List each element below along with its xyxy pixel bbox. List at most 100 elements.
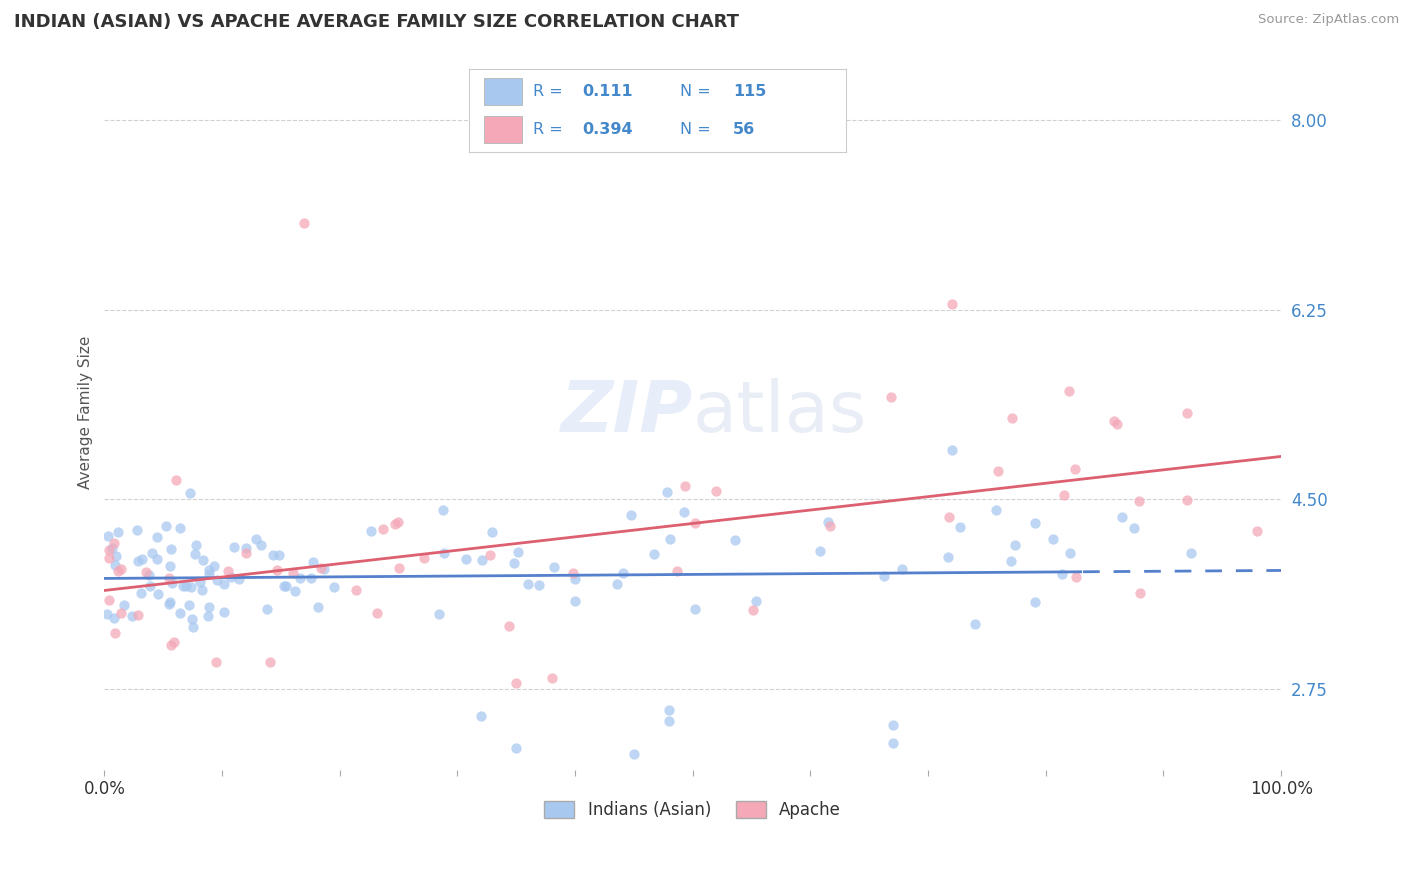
Point: [1050, 567, 1073, 582]
Point: [1059, 546, 1081, 560]
Point: [262, 548, 284, 562]
Point: [104, 549, 127, 563]
Point: [672, 506, 695, 520]
Point: [160, 638, 183, 652]
Point: [146, 587, 169, 601]
Point: [1129, 586, 1152, 600]
Point: [432, 503, 454, 517]
Point: [658, 714, 681, 729]
Point: [818, 519, 841, 533]
Point: [564, 594, 586, 608]
Point: [97, 593, 120, 607]
Point: [103, 611, 125, 625]
Point: [97, 529, 120, 543]
Point: [1128, 494, 1150, 508]
Point: [103, 535, 125, 549]
Point: [384, 516, 406, 531]
Point: [299, 570, 322, 584]
Point: [941, 297, 963, 311]
Point: [131, 586, 153, 600]
Point: [274, 579, 297, 593]
Point: [503, 556, 526, 570]
Point: [159, 559, 181, 574]
Point: [470, 709, 492, 723]
Point: [366, 606, 388, 620]
Point: [724, 533, 747, 548]
Point: [198, 599, 221, 614]
Point: [112, 599, 135, 613]
Point: [1004, 538, 1026, 552]
Point: [198, 563, 221, 577]
Point: [104, 626, 127, 640]
Point: [110, 606, 132, 620]
Point: [745, 594, 768, 608]
Point: [412, 551, 434, 566]
Point: [160, 541, 183, 556]
Point: [666, 564, 689, 578]
Point: [1000, 553, 1022, 567]
Point: [172, 579, 194, 593]
Point: [204, 655, 226, 669]
Point: [471, 553, 494, 567]
Point: [235, 546, 257, 560]
Y-axis label: Average Family Size: Average Family Size: [79, 336, 93, 489]
Point: [169, 521, 191, 535]
Point: [101, 541, 124, 556]
Point: [121, 608, 143, 623]
Point: [183, 620, 205, 634]
Point: [683, 516, 706, 530]
Point: [1059, 384, 1081, 398]
Point: [1175, 493, 1198, 508]
Point: [157, 571, 180, 585]
Point: [180, 580, 202, 594]
Point: [1246, 524, 1268, 539]
Point: [659, 533, 682, 547]
Point: [267, 549, 290, 563]
Text: INDIAN (ASIAN) VS APACHE AVERAGE FAMILY SIZE CORRELATION CHART: INDIAN (ASIAN) VS APACHE AVERAGE FAMILY …: [14, 13, 740, 31]
Point: [245, 532, 267, 546]
Point: [987, 464, 1010, 478]
Text: ZIP: ZIP: [561, 378, 693, 447]
Point: [540, 671, 562, 685]
Point: [1066, 570, 1088, 584]
Point: [620, 508, 643, 522]
Point: [217, 564, 239, 578]
Point: [373, 522, 395, 536]
Point: [1107, 417, 1129, 432]
Point: [984, 503, 1007, 517]
Point: [742, 603, 765, 617]
Point: [704, 483, 727, 498]
Point: [191, 583, 214, 598]
Point: [508, 544, 530, 558]
Point: [228, 572, 250, 586]
Point: [191, 553, 214, 567]
Point: [623, 747, 645, 761]
Point: [125, 523, 148, 537]
Point: [879, 390, 901, 404]
Point: [138, 567, 160, 582]
Point: [179, 598, 201, 612]
Point: [938, 510, 960, 524]
Point: [214, 605, 236, 619]
Point: [222, 541, 245, 555]
Point: [259, 655, 281, 669]
Point: [1042, 533, 1064, 547]
Point: [673, 479, 696, 493]
Point: [1104, 414, 1126, 428]
Point: [478, 548, 501, 562]
Point: [107, 525, 129, 540]
Point: [141, 546, 163, 560]
Point: [139, 579, 162, 593]
Point: [197, 608, 219, 623]
Point: [135, 565, 157, 579]
Point: [564, 572, 586, 586]
Point: [145, 552, 167, 566]
Point: [882, 717, 904, 731]
Point: [163, 635, 186, 649]
Point: [1123, 521, 1146, 535]
Point: [145, 530, 167, 544]
Point: [936, 549, 959, 564]
Point: [657, 484, 679, 499]
Point: [127, 554, 149, 568]
Point: [516, 577, 538, 591]
